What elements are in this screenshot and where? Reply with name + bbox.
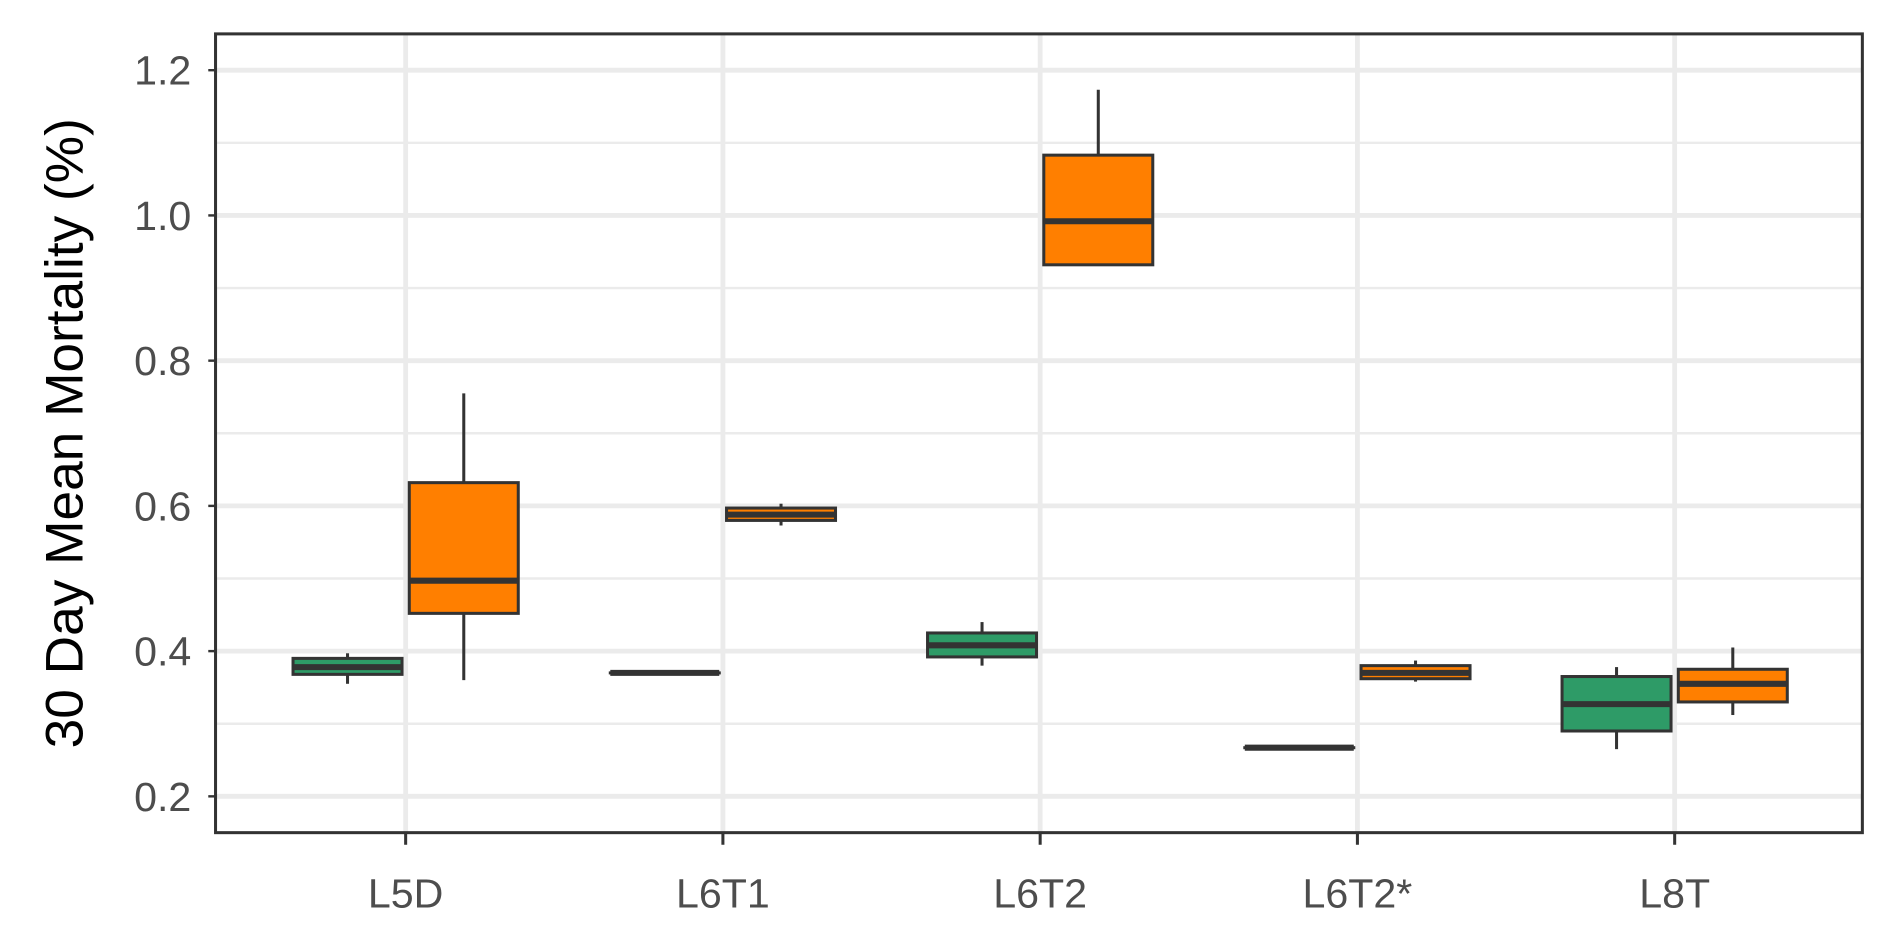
- y-tick-label: 0.8: [134, 338, 191, 384]
- x-tick-label: L6T1: [676, 871, 770, 917]
- x-tick-label: L6T2*: [1303, 871, 1413, 917]
- box-L5D-group2: [407, 393, 520, 681]
- boxes: [291, 89, 1789, 751]
- box-iqr: [407, 481, 520, 615]
- box-L8T-group2: [1676, 647, 1789, 716]
- box-L6T1-group2: [725, 503, 838, 526]
- box-L6T2*-group2: [1359, 660, 1472, 682]
- box-L5D-group1: [291, 653, 404, 684]
- y-tick-label: 1.2: [134, 48, 191, 94]
- box-iqr: [1042, 153, 1155, 267]
- y-tick-label: 0.6: [134, 483, 191, 529]
- x-tick-label: L5D: [368, 871, 444, 917]
- y-axis-title: 30 Day Mean Mortality (%): [35, 118, 94, 748]
- y-tick-label: 0.4: [134, 629, 191, 675]
- x-tick-label: L8T: [1639, 871, 1710, 917]
- box-L8T-group1: [1560, 667, 1673, 750]
- x-axis: L5D L6T1 L6T2 L6T2* L8T: [368, 832, 1710, 917]
- y-tick-label: 1.0: [134, 193, 191, 239]
- x-tick-label: L6T2: [993, 871, 1087, 917]
- y-tick-label: 0.2: [134, 774, 191, 820]
- box-L6T2-group1: [926, 622, 1039, 666]
- box-L6T2-group2: [1042, 89, 1155, 267]
- y-axis: 0.2 0.4 0.6 0.8 1.0 1.2: [134, 48, 216, 820]
